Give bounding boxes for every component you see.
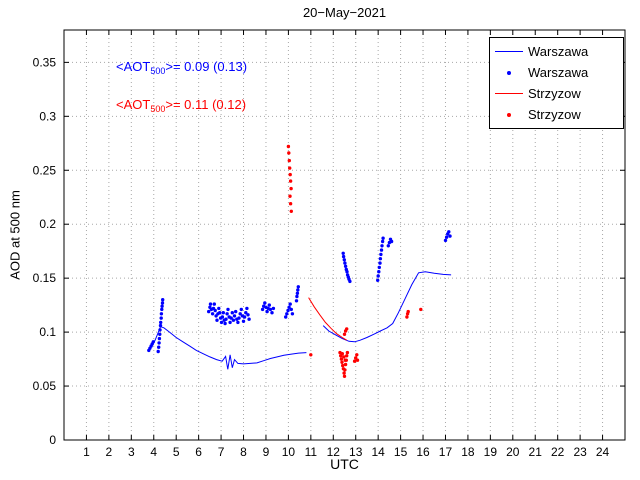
annotation-text: <AOT	[116, 97, 151, 112]
mean-aot-annotation-warszawa: <AOT500>= 0.09 (0.13)	[116, 59, 247, 76]
x-axis-label: UTC	[330, 456, 359, 472]
legend: Warszawa Warszawa Strzyzow Strzyzow	[489, 37, 624, 129]
line-sample-icon	[495, 51, 523, 52]
legend-entry-strzyzow-dots: Strzyzow	[490, 104, 623, 125]
svg-text:5: 5	[173, 445, 180, 459]
chart-title: 20−May−2021	[302, 5, 387, 20]
svg-text:17: 17	[439, 445, 453, 459]
svg-text:0.3: 0.3	[39, 109, 56, 123]
svg-text:0.2: 0.2	[39, 217, 56, 231]
dot-sample-icon	[507, 70, 511, 75]
legend-label: Warszawa	[528, 65, 589, 80]
svg-text:1: 1	[83, 445, 90, 459]
annotation-subscript: 500	[150, 104, 166, 114]
svg-text:0.1: 0.1	[39, 325, 56, 339]
svg-text:10: 10	[282, 445, 296, 459]
svg-text:18: 18	[461, 445, 475, 459]
svg-text:19: 19	[484, 445, 498, 459]
svg-text:22: 22	[551, 445, 565, 459]
svg-text:23: 23	[573, 445, 587, 459]
svg-text:4: 4	[150, 445, 157, 459]
legend-label: Warszawa	[528, 44, 589, 59]
annotation-text: >= 0.11 (0.12)	[165, 97, 247, 112]
svg-text:2: 2	[106, 445, 113, 459]
legend-label: Strzyzow	[528, 107, 581, 122]
svg-text:8: 8	[240, 445, 247, 459]
legend-sample	[490, 112, 528, 117]
svg-text:12: 12	[327, 445, 341, 459]
svg-text:0: 0	[49, 433, 56, 447]
annotation-text: <AOT	[116, 59, 151, 74]
annotation-subscript: 500	[150, 66, 166, 76]
svg-text:15: 15	[394, 445, 408, 459]
line-sample-icon	[495, 93, 523, 94]
svg-text:7: 7	[218, 445, 225, 459]
svg-text:24: 24	[596, 445, 610, 459]
svg-text:11: 11	[305, 445, 318, 459]
legend-entry-warszawa-line: Warszawa	[490, 41, 623, 62]
legend-sample	[490, 70, 528, 75]
legend-sample	[490, 93, 528, 94]
annotation-text: >= 0.09 (0.13)	[165, 59, 248, 74]
svg-text:0.35: 0.35	[33, 55, 57, 69]
svg-text:0.05: 0.05	[33, 379, 57, 393]
legend-entry-strzyzow-line: Strzyzow	[490, 83, 623, 104]
svg-text:0.15: 0.15	[33, 271, 57, 285]
svg-text:3: 3	[128, 445, 135, 459]
svg-text:20: 20	[506, 445, 520, 459]
mean-aot-annotation-strzyzow: <AOT500>= 0.11 (0.12)	[116, 97, 246, 114]
svg-text:13: 13	[349, 445, 363, 459]
svg-text:6: 6	[195, 445, 202, 459]
svg-text:14: 14	[371, 445, 385, 459]
dot-sample-icon	[507, 112, 511, 117]
svg-text:9: 9	[263, 445, 270, 459]
svg-text:16: 16	[416, 445, 430, 459]
legend-label: Strzyzow	[528, 86, 581, 101]
svg-text:21: 21	[529, 445, 543, 459]
svg-text:0.25: 0.25	[33, 163, 57, 177]
legend-entry-warszawa-dots: Warszawa	[490, 62, 623, 83]
y-axis-label: AOD at 500 nm	[7, 190, 23, 280]
legend-sample	[490, 51, 528, 52]
